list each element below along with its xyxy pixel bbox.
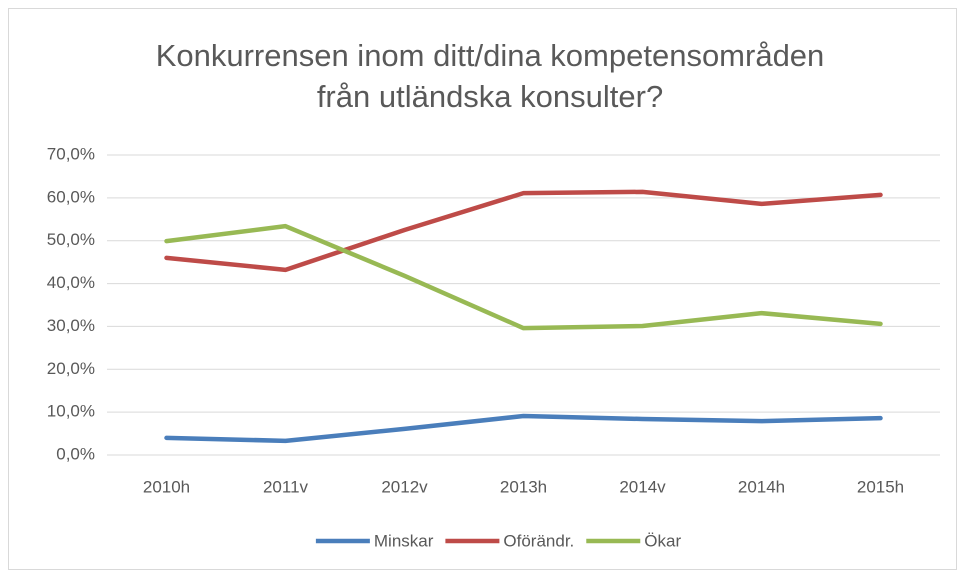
y-tick-label: 60,0%: [47, 187, 95, 206]
x-tick-label: 2015h: [857, 477, 904, 496]
series-line: [164, 413, 883, 444]
y-tick-label: 70,0%: [47, 144, 95, 163]
x-tick-label: 2011v: [263, 477, 309, 496]
y-tick-label: 50,0%: [47, 230, 95, 249]
series-line: [164, 189, 883, 273]
chart-title: Konkurrensen inom ditt/dina kompetensomr…: [156, 38, 825, 73]
y-tick-label: 10,0%: [47, 402, 95, 421]
x-tick-label: 2012v: [381, 477, 428, 496]
x-tick-label: 2010h: [143, 477, 190, 496]
y-tick-label: 40,0%: [47, 273, 95, 292]
chart-border: [8, 8, 957, 570]
x-tick-label: 2014h: [738, 477, 785, 496]
y-tick-label: 0,0%: [56, 444, 95, 463]
legend-label: Oförändr.: [503, 531, 574, 550]
x-tick-label: 2014v: [619, 477, 666, 496]
legend-label: Minskar: [374, 531, 434, 550]
x-tick-label: 2013h: [500, 477, 547, 496]
series-line: [164, 223, 883, 331]
y-tick-label: 20,0%: [47, 359, 95, 378]
legend-label: Ökar: [644, 531, 681, 550]
chart-title: från utländska konsulter?: [317, 79, 663, 114]
y-tick-label: 30,0%: [47, 316, 95, 335]
